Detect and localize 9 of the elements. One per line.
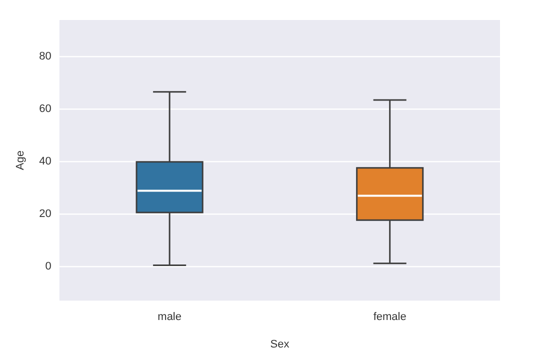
y-tick-label: 80 xyxy=(39,50,52,63)
x-tick-label: male xyxy=(158,311,182,324)
y-tick-label: 60 xyxy=(39,103,52,116)
y-tick-label: 20 xyxy=(39,208,52,220)
x-tick-label: female xyxy=(373,311,406,324)
y-tick-label: 40 xyxy=(39,156,52,168)
y-axis-title: Age xyxy=(14,150,27,170)
x-axis-title: Sex xyxy=(270,338,290,350)
y-tick-label: 0 xyxy=(45,260,52,273)
